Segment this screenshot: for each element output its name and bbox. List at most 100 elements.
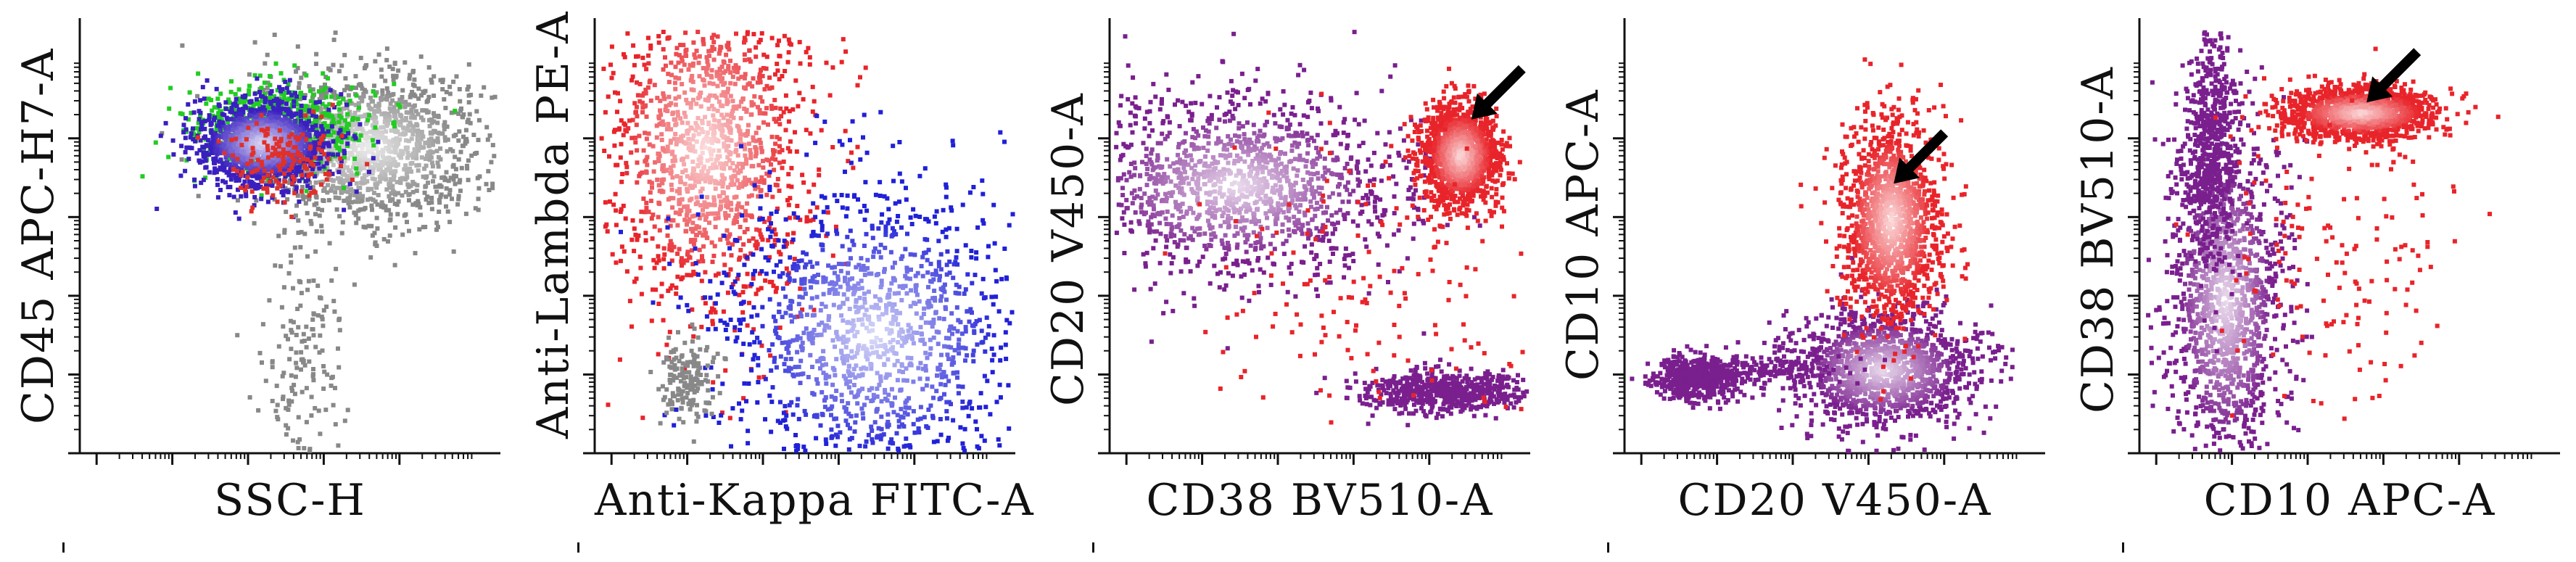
data-point xyxy=(292,392,297,397)
data-point xyxy=(329,177,334,182)
data-point xyxy=(272,99,276,103)
data-point xyxy=(290,123,295,128)
data-point xyxy=(665,144,670,149)
data-point xyxy=(664,342,669,347)
data-point xyxy=(458,189,463,194)
data-point xyxy=(447,84,453,89)
data-point xyxy=(351,165,355,170)
data-point xyxy=(699,174,704,179)
data-point xyxy=(426,150,431,155)
data-point xyxy=(719,132,724,137)
data-point xyxy=(302,231,307,236)
data-point xyxy=(257,73,263,78)
data-point xyxy=(283,186,288,191)
data-point xyxy=(207,117,212,123)
data-point xyxy=(735,69,740,74)
data-point xyxy=(653,287,659,292)
data-point xyxy=(276,153,281,158)
data-point xyxy=(736,125,741,130)
data-point xyxy=(281,324,286,329)
data-point xyxy=(318,107,323,112)
data-point xyxy=(215,96,220,102)
data-point xyxy=(463,139,468,144)
data-point xyxy=(740,184,745,189)
data-point xyxy=(788,139,793,144)
data-point xyxy=(777,325,783,330)
data-point xyxy=(722,144,727,149)
data-point xyxy=(246,139,251,144)
data-point xyxy=(738,132,743,137)
data-point xyxy=(712,244,717,249)
data-point xyxy=(394,163,399,168)
data-point xyxy=(376,167,381,172)
data-point xyxy=(709,240,714,245)
data-point xyxy=(417,227,422,232)
data-point xyxy=(322,157,327,162)
data-point xyxy=(321,164,326,169)
data-point xyxy=(402,167,407,172)
data-point xyxy=(233,128,238,133)
data-point xyxy=(614,162,619,168)
data-point xyxy=(719,173,724,178)
data-point xyxy=(253,161,258,166)
data-point xyxy=(726,64,731,69)
data-point xyxy=(403,117,408,123)
data-point xyxy=(635,237,640,242)
data-point xyxy=(300,389,305,394)
data-point xyxy=(310,137,315,142)
data-point xyxy=(277,151,282,156)
data-point xyxy=(780,148,785,153)
data-point xyxy=(291,438,295,443)
data-point xyxy=(720,175,725,181)
data-point xyxy=(302,147,307,152)
data-point xyxy=(406,123,411,128)
data-point xyxy=(319,223,324,228)
data-point xyxy=(338,123,343,128)
data-point xyxy=(695,96,701,101)
data-point xyxy=(214,86,219,91)
data-point xyxy=(722,197,727,202)
data-point xyxy=(232,109,237,114)
data-point xyxy=(613,128,617,133)
data-point xyxy=(718,205,723,210)
data-point xyxy=(338,176,343,181)
data-point xyxy=(456,194,461,199)
data-point xyxy=(705,173,710,178)
data-point xyxy=(283,79,288,84)
data-point xyxy=(300,173,305,178)
data-point xyxy=(281,193,286,198)
data-point xyxy=(281,107,286,112)
data-point xyxy=(231,167,236,172)
data-point xyxy=(268,110,272,115)
data-point xyxy=(408,128,413,133)
data-point xyxy=(352,282,357,287)
data-point xyxy=(210,108,215,113)
data-point xyxy=(683,168,688,173)
data-point xyxy=(315,284,321,289)
data-point xyxy=(418,136,424,141)
data-point xyxy=(785,146,790,151)
data-point xyxy=(431,179,435,184)
data-point xyxy=(769,162,773,167)
data-point xyxy=(745,271,750,276)
data-point xyxy=(649,181,654,186)
data-point xyxy=(294,333,299,337)
data-point xyxy=(657,154,662,159)
data-point xyxy=(656,159,661,163)
data-point xyxy=(336,443,341,448)
data-point xyxy=(717,123,722,128)
data-point xyxy=(743,72,748,77)
data-point xyxy=(674,292,679,296)
data-point xyxy=(245,130,250,135)
data-point xyxy=(669,182,674,187)
data-point xyxy=(235,198,240,203)
data-point xyxy=(249,109,254,114)
data-point xyxy=(265,173,271,178)
data-point xyxy=(684,47,689,52)
data-point xyxy=(354,220,359,226)
data-point xyxy=(453,167,458,172)
data-point xyxy=(278,264,283,269)
data-point xyxy=(688,78,693,83)
data-point xyxy=(744,212,749,218)
data-point xyxy=(361,157,366,162)
